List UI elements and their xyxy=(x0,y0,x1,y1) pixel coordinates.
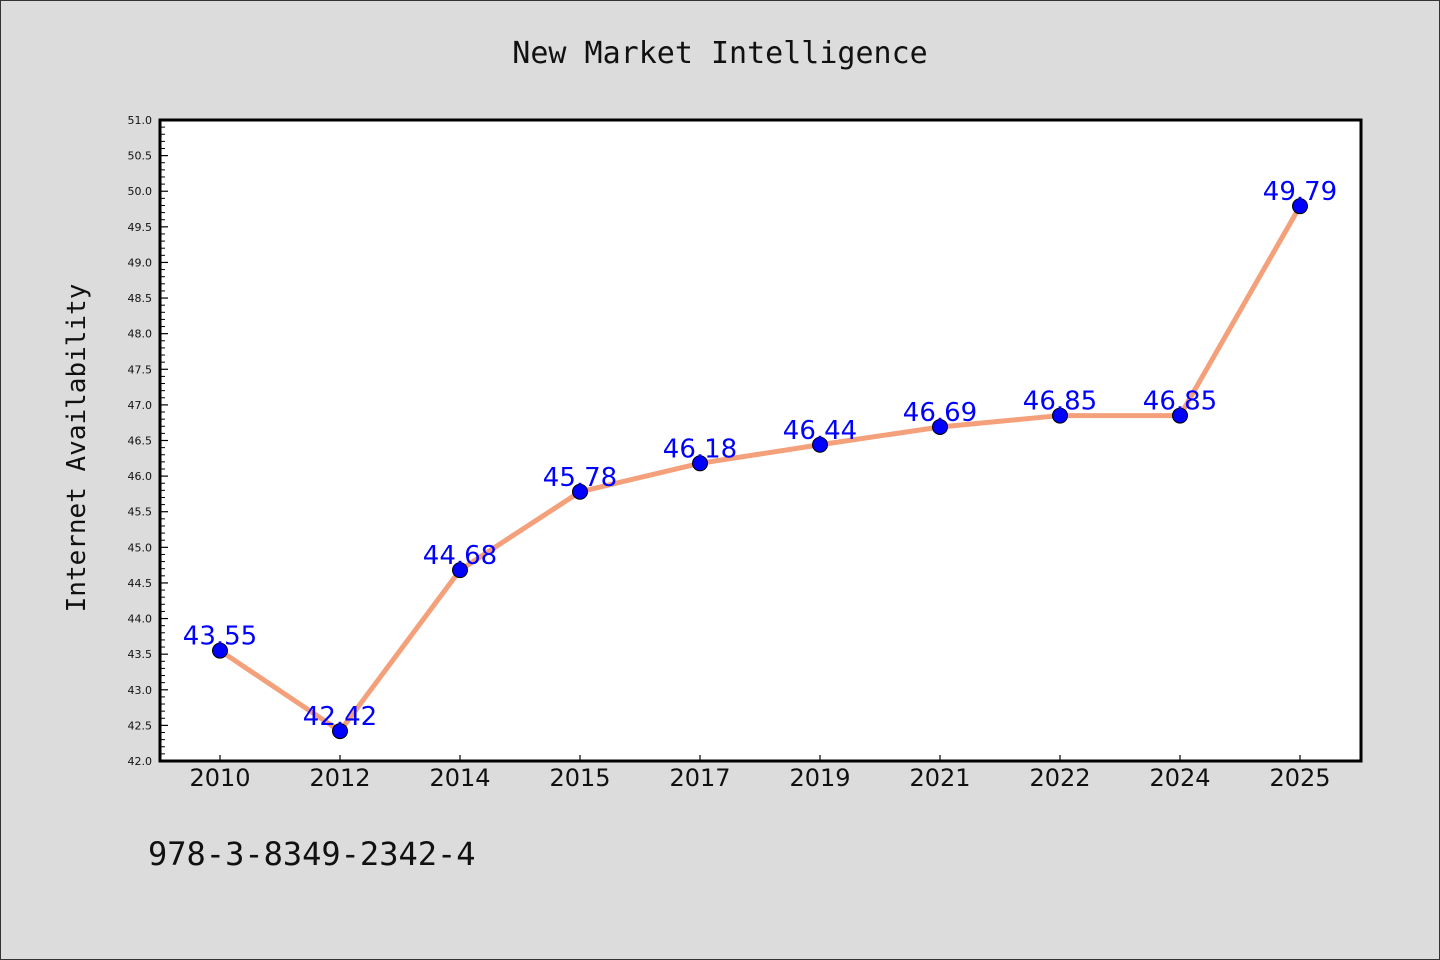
y-tick-label: 44.0 xyxy=(128,613,153,626)
data-point xyxy=(932,418,948,435)
chart-title: New Market Intelligence xyxy=(512,36,927,71)
data-label: 46.85 xyxy=(1143,387,1217,417)
series-layer: 43.55 42.42 44.68 45.78 46.18 46.44 46.69 46.85… xyxy=(183,177,1337,740)
data-point xyxy=(692,455,708,472)
y-tick-label: 45.5 xyxy=(128,506,153,519)
y-axis-label: Internet Availability xyxy=(62,284,92,613)
y-tick-label: 48.0 xyxy=(128,328,153,341)
data-point xyxy=(1292,198,1308,215)
data-label: 46.44 xyxy=(783,416,857,446)
y-tick-label: 50.0 xyxy=(128,185,153,198)
data-point xyxy=(332,723,348,740)
y-tick-label: 45.0 xyxy=(128,541,153,554)
y-tick-label: 43.5 xyxy=(128,648,153,661)
data-point xyxy=(1172,407,1188,424)
x-tick-label: 2010 xyxy=(189,764,250,792)
y-tick-label: 51.0 xyxy=(128,114,153,127)
y-tick-label: 44.5 xyxy=(128,577,153,590)
x-tick-label: 2024 xyxy=(1149,764,1210,792)
y-tick-label: 47.5 xyxy=(128,363,153,376)
data-point xyxy=(212,642,228,659)
isbn-label: 978-3-8349-2342-4 xyxy=(148,835,476,873)
data-label: 46.69 xyxy=(903,398,977,428)
data-label: 43.55 xyxy=(183,622,257,652)
data-label: 46.85 xyxy=(1023,387,1097,417)
data-point xyxy=(812,436,828,453)
y-tick-label: 47.0 xyxy=(128,399,153,412)
y-tick-label: 50.5 xyxy=(128,150,153,163)
data-point xyxy=(572,483,588,500)
x-tick-label: 2012 xyxy=(309,764,370,792)
x-tick-label: 2015 xyxy=(549,764,610,792)
series-line xyxy=(217,203,1303,734)
plot-frame xyxy=(158,118,1363,763)
y-tick-label: 46.0 xyxy=(128,470,153,483)
y-tick-label: 48.5 xyxy=(128,292,153,305)
data-label: 44.68 xyxy=(423,541,497,571)
y-tick-label: 49.0 xyxy=(128,256,153,269)
data-label: 49.79 xyxy=(1263,177,1337,207)
data-point xyxy=(452,562,468,579)
y-tick-label: 42.5 xyxy=(128,719,153,732)
data-label: 42.42 xyxy=(303,702,377,732)
x-tick-label: 2017 xyxy=(669,764,730,792)
x-tick-label: 2025 xyxy=(1269,764,1330,792)
plot-area xyxy=(160,120,1361,761)
y-tick-label: 49.5 xyxy=(128,221,153,234)
x-axis-ticks: 2010 2012 2014 2015 2017 2019 2021 2022 2024 2025 xyxy=(189,755,1331,792)
data-point xyxy=(1052,407,1068,424)
x-tick-label: 2019 xyxy=(789,764,850,792)
x-tick-label: 2014 xyxy=(429,764,490,792)
y-tick-label: 43.0 xyxy=(128,684,153,697)
data-label: 45.78 xyxy=(543,463,617,493)
y-tick-label: 46.5 xyxy=(128,435,153,448)
data-label: 46.18 xyxy=(663,434,737,464)
x-tick-label: 2021 xyxy=(909,764,970,792)
x-tick-label: 2022 xyxy=(1029,764,1090,792)
y-axis-ticks: 42.0 42.5 43.0 43.5 44.0 44.5 45.0 45.5 46.0 46.5… xyxy=(128,114,168,768)
y-tick-label: 42.0 xyxy=(128,755,153,768)
